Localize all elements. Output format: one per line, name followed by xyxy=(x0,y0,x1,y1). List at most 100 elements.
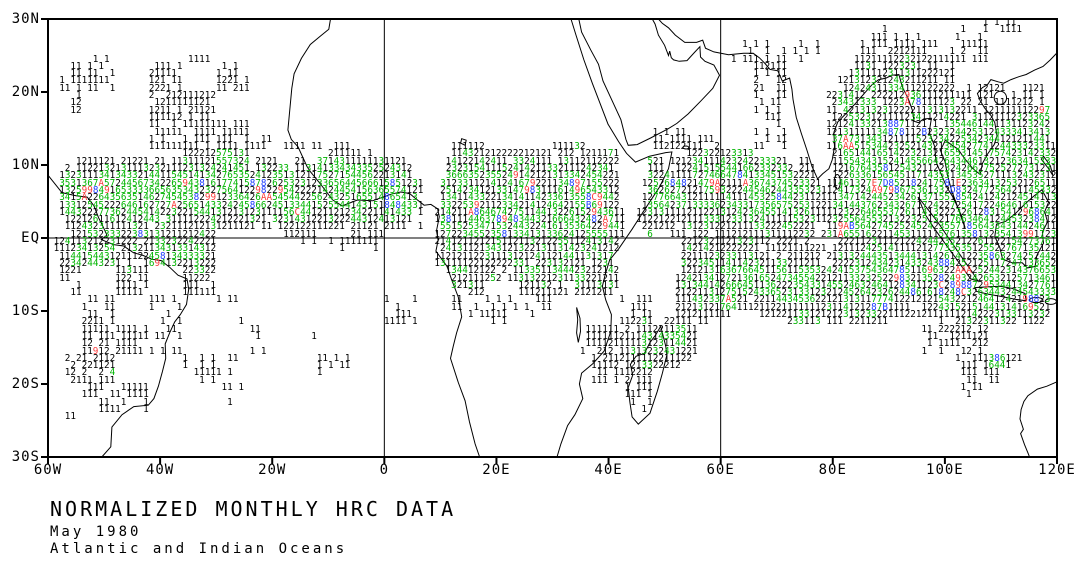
hrc-values-green: 7 xyxy=(1039,228,1045,240)
hrc-values-blue: 8 xyxy=(669,177,676,189)
hrc-values-black: 2212 xyxy=(535,272,558,284)
hrc-values-green: 73 xyxy=(849,184,861,196)
hrc-values-black: 1 xyxy=(848,309,855,320)
hrc-values-green: 4 xyxy=(1028,148,1034,160)
hrc-values-green: 5 xyxy=(977,265,984,277)
hrc-values-green: 43 xyxy=(193,243,205,255)
hrc-values-black: 1111 xyxy=(283,141,306,153)
hrc-values-black: 12 xyxy=(983,192,995,204)
hrc-values-black: 1111 xyxy=(669,170,693,182)
hrc-values-black: 2 xyxy=(1050,250,1057,262)
hrc-values-black: 11 xyxy=(540,301,552,313)
hrc-values-black: 2 xyxy=(1022,250,1029,262)
hrc-values-black: 1 xyxy=(881,24,888,36)
hrc-values-black: 2 xyxy=(266,199,273,211)
hrc-values-black: 1 xyxy=(417,206,424,218)
hrc-values-black: 2 xyxy=(1022,214,1029,226)
hrc-values-green: 3 xyxy=(893,141,900,153)
hrc-values-black: 2121 xyxy=(255,155,278,167)
hrc-values-black: 1111 xyxy=(98,403,121,415)
hrc-values-black: 122 xyxy=(686,148,704,160)
hrc-values-green: 4 xyxy=(199,228,205,240)
hrc-values-black: 21 xyxy=(938,214,950,226)
hrc-values-black: 21112 xyxy=(160,163,189,174)
hrc-values-black: 121 xyxy=(826,126,843,138)
hrc-values-black: 1111 xyxy=(115,279,138,291)
hrc-values-black: 1 xyxy=(81,301,88,313)
hrc-values-black: 1 xyxy=(764,46,771,58)
hrc-values-black: 1 xyxy=(232,148,239,160)
hrc-values-black: 1 xyxy=(311,163,318,174)
hrc-values-black: 2 xyxy=(893,221,900,233)
hrc-values-red: AA xyxy=(260,192,273,204)
hrc-values-black: 1 xyxy=(1005,360,1011,372)
hrc-values-green: 4 xyxy=(737,206,743,218)
hrc-values-green: 45 xyxy=(1017,192,1029,204)
hrc-values-green: 3 xyxy=(440,257,446,269)
hrc-values-green: 344 xyxy=(983,133,1000,145)
hrc-values-black: 1 xyxy=(608,257,614,269)
hrc-value-row: 111 11 1111 111 1 1 xyxy=(48,389,1056,401)
hrc-values-green: 6 xyxy=(905,206,911,218)
hrc-values-black: 1 xyxy=(165,257,172,269)
hrc-values-black: 112 xyxy=(753,236,771,247)
hrc-values-blue: B xyxy=(585,199,592,211)
hrc-values-black: 21 xyxy=(977,97,989,109)
hrc-values-black: 1 xyxy=(1011,228,1017,240)
hrc-values-green: 3 xyxy=(249,214,256,226)
hrc-values-black: 1 xyxy=(915,31,922,43)
hrc-values-green: 6 xyxy=(915,287,922,299)
hrc-values-black: 1 xyxy=(921,170,928,182)
hrc-values-green: 33 xyxy=(798,177,810,189)
hrc-values-black: 1 xyxy=(843,265,849,277)
hrc-values-green: 5 xyxy=(933,214,939,226)
hrc-values-green: 3 xyxy=(143,228,149,240)
hrc-values-green: 5 xyxy=(742,287,748,299)
hrc-values-black: 12112121 xyxy=(451,236,497,247)
hrc-values-green: 3 xyxy=(255,206,261,218)
hrc-values-green: 3 xyxy=(507,250,513,262)
hrc-values-black: 21 xyxy=(456,279,468,291)
hrc-values-green: 333 xyxy=(859,97,877,109)
hrc-values-black: 111 xyxy=(669,228,687,240)
hrc-values-green: 63676645 xyxy=(719,265,765,277)
hrc-values-black: 2 xyxy=(221,199,228,211)
hrc-values-black: 1 xyxy=(709,163,715,174)
hrc-value-row: 1 1111 1 111 1 321311 121132 1 31113131 … xyxy=(48,279,1056,291)
hrc-values-green: 5 xyxy=(921,214,928,226)
hrc-values-black: 12212121 xyxy=(893,294,939,306)
hrc-values-black: 11 xyxy=(1045,177,1057,189)
hrc-values-green: 6 xyxy=(557,184,564,196)
hrc-values-green: 3 xyxy=(154,228,161,240)
hrc-values-black: 1 xyxy=(960,382,967,393)
hrc-values-green: 65 xyxy=(1034,177,1046,189)
hrc-values-green: 3 xyxy=(826,301,832,313)
hrc-values-black: 2121211 xyxy=(574,287,614,299)
hrc-values-black: 111 xyxy=(81,389,99,401)
hrc-values-green: 4 xyxy=(842,104,849,116)
hrc-values-black: 1 xyxy=(143,279,149,291)
hrc-values-black: 2 xyxy=(938,126,944,138)
hrc-values-black: 1 xyxy=(451,184,457,196)
hrc-values-black: 2 xyxy=(955,199,962,211)
hrc-values-black: 22 xyxy=(983,199,995,211)
hrc-values-black: 111 xyxy=(764,111,782,123)
hrc-values-green: 4 xyxy=(568,228,575,240)
hrc-values-black: 1 xyxy=(143,323,149,335)
hrc-values-green: 4 xyxy=(451,155,457,167)
hrc-values-black: 111211121 xyxy=(518,287,569,299)
hrc-values-green: 5 xyxy=(445,184,452,196)
hrc-values-green: 4 xyxy=(854,82,860,94)
hrc-values-green: 3 xyxy=(815,184,822,196)
hrc-values-black: 2211211 xyxy=(848,316,888,328)
hrc-values-black: 122 xyxy=(692,228,709,240)
hrc-values-black: 1 xyxy=(753,104,759,116)
hrc-values-red: A xyxy=(171,199,177,211)
hrc-values-black: 11111 xyxy=(154,126,183,138)
hrc-values-black: 212 xyxy=(467,287,485,299)
hrc-values-black: 111 xyxy=(635,374,653,386)
hrc-values-green: 53 xyxy=(971,126,984,138)
hrc-values-black: 1 xyxy=(92,53,99,65)
hrc-values-black: 2 xyxy=(70,184,77,196)
hrc-values-black: 1 xyxy=(977,345,984,357)
